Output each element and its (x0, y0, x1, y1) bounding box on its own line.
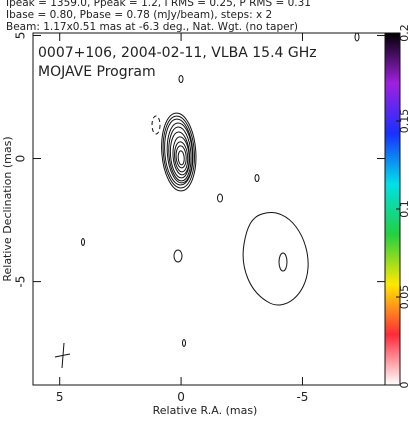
y-tick-label: 5 (14, 32, 28, 40)
contour (182, 339, 186, 347)
contour (169, 131, 191, 179)
plot-subtitle: MOJAVE Program (38, 64, 156, 80)
contour (81, 238, 85, 246)
contour (254, 174, 260, 182)
contour-negative (151, 115, 161, 135)
plot-title: 0007+106, 2004-02-11, VLBA 15.4 GHz (38, 45, 317, 61)
x-tick-label: 0 (177, 390, 185, 404)
contour (354, 33, 360, 42)
colorbar-tick-label: 0 (398, 382, 409, 389)
plot-frame (32, 32, 386, 386)
contour (173, 249, 183, 263)
colorbar-tick-label: 0.05 (398, 285, 409, 310)
contour (174, 141, 189, 173)
contour (175, 145, 187, 169)
contour (217, 193, 223, 203)
contours (54, 33, 360, 369)
colorbar-tick-label: 0.2 (398, 24, 409, 42)
contour (278, 252, 288, 272)
beam-minor (61, 342, 65, 369)
x-tick-label: -5 (296, 390, 308, 404)
contour (168, 126, 192, 182)
contour (172, 136, 190, 176)
header-line: Ibase = 0.80, Pbase = 0.78 (mJy/beam), s… (6, 9, 272, 21)
contour (161, 112, 197, 192)
y-tick-label: -5 (14, 276, 28, 288)
header-line: Beam: 1.17x0.51 mas at -6.3 deg., Nat. W… (6, 21, 298, 33)
contour (166, 122, 194, 184)
contour (162, 115, 195, 189)
contour (177, 150, 185, 166)
contour (178, 75, 184, 83)
y-tick-label: 0 (14, 155, 28, 163)
y-axis-label: Relative Declination (mas) (1, 136, 14, 281)
contour (164, 118, 194, 186)
x-axis-label: Relative R.A. (mas) (153, 404, 258, 417)
colorbar-tick-label: 0.15 (398, 109, 409, 134)
x-tick-label: 5 (56, 390, 64, 404)
header-line: Ipeak = 1359.0, Ppeak = 1.2, I RMS = 0.2… (6, 0, 311, 9)
colorbar-tick-label: 0.1 (398, 200, 409, 218)
contour (242, 212, 309, 306)
